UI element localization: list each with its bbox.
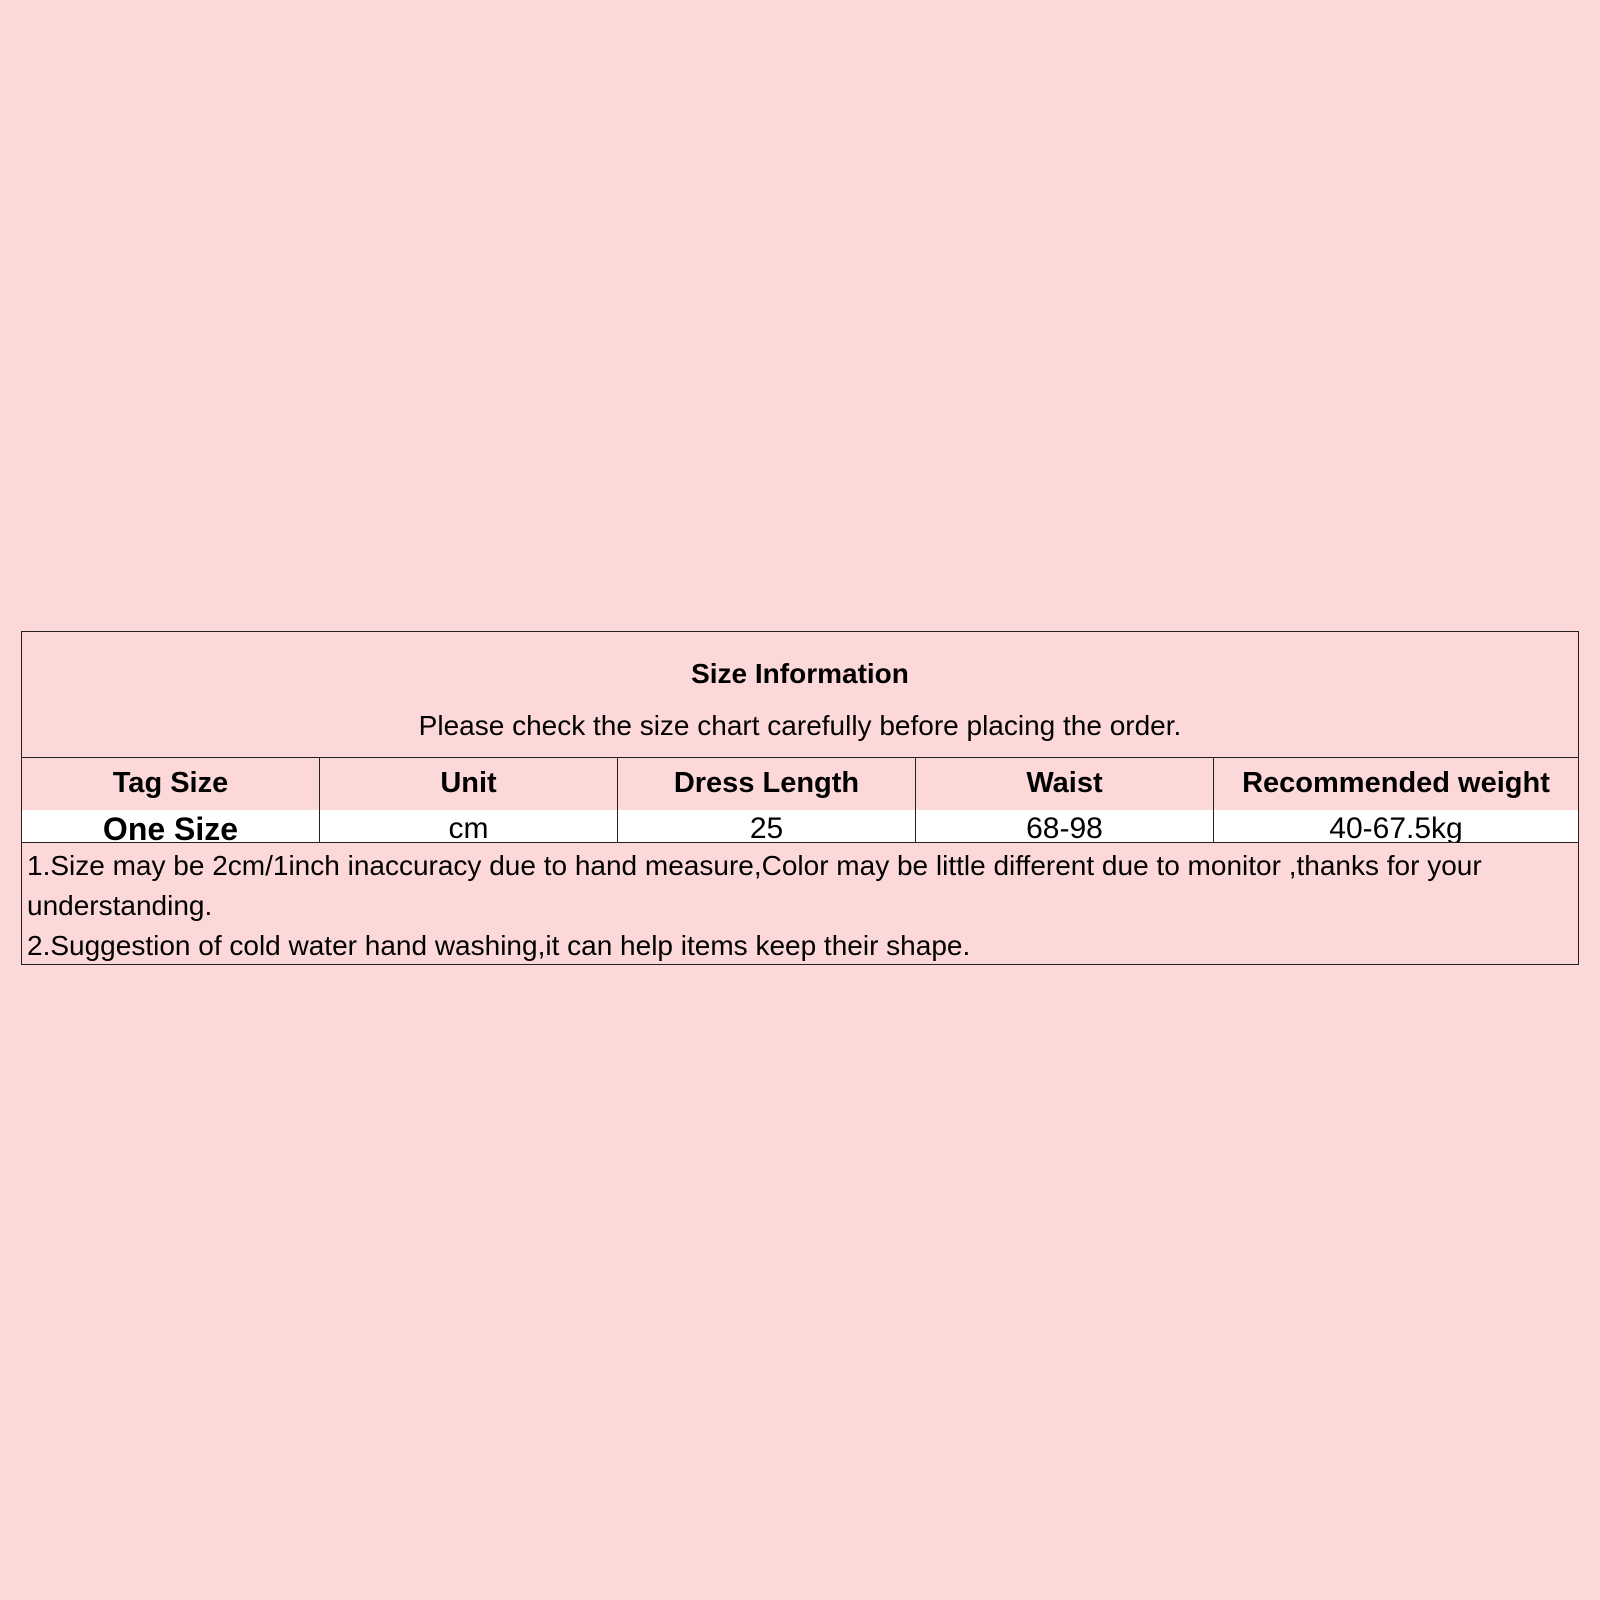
header-cell: Unit <box>320 757 618 810</box>
title-block: Size Information Please check the size c… <box>22 632 1578 758</box>
size-chart-table: Size Information Please check the size c… <box>21 631 1579 965</box>
table-title: Size Information <box>691 658 909 689</box>
data-cell: One Size <box>22 810 320 842</box>
header-cell: Dress Length <box>618 757 916 810</box>
data-cell: 68-98 <box>916 810 1214 842</box>
header-cell: Recommended weight <box>1242 767 1550 799</box>
notes: 1.Size may be 2cm/1inch inaccuracy due t… <box>27 846 1568 966</box>
header-cell: Tag Size <box>22 757 320 810</box>
header-row: Tag Size Unit Dress Length Waist Recomme… <box>22 757 1578 811</box>
note-2: 2.Suggestion of cold water hand washing,… <box>27 930 971 961</box>
table-subtitle: Please check the size chart carefully be… <box>418 710 1182 741</box>
data-cell: cm <box>320 810 618 842</box>
data-cell: 40-67.5kg <box>1329 812 1463 843</box>
table-row: One Size cm 25 68-98 40-67.5kg <box>22 810 1578 843</box>
data-cell: 25 <box>618 810 916 842</box>
header-cell: Waist <box>916 757 1214 810</box>
note-1: 1.Size may be 2cm/1inch inaccuracy due t… <box>27 850 1482 921</box>
